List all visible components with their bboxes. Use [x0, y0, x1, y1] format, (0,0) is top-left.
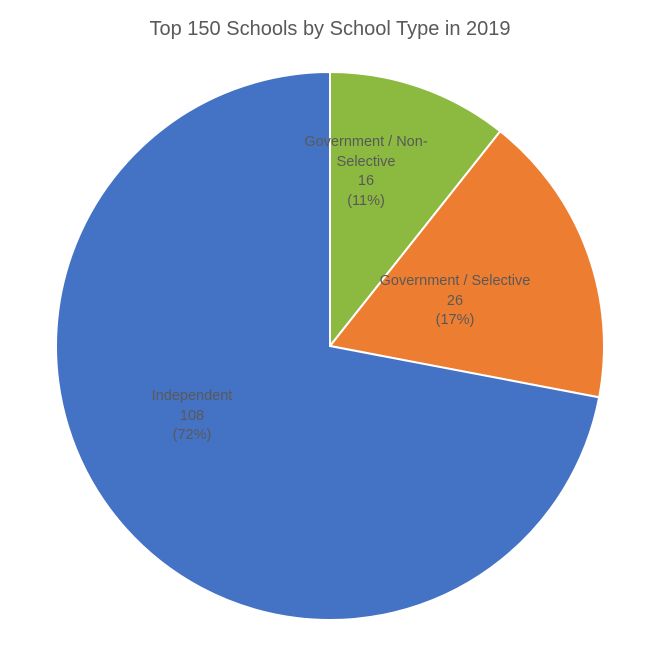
chart-title: Top 150 Schools by School Type in 2019	[0, 0, 660, 51]
pie-chart: Government / Non-Selective16(11%)Governm…	[0, 51, 660, 641]
pie-svg	[50, 66, 610, 626]
